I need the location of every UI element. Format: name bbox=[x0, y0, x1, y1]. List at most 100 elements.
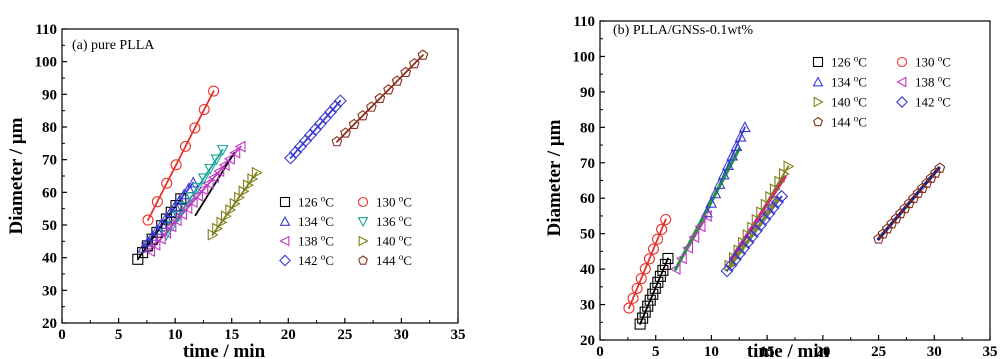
data-point-circle bbox=[635, 273, 647, 285]
data-point-pentagon bbox=[408, 58, 420, 69]
data-point-triangle-left bbox=[149, 239, 161, 251]
data-point-triangle-left bbox=[213, 165, 225, 178]
y-tick-label: 110 bbox=[35, 22, 57, 38]
data-point-diamond bbox=[284, 151, 298, 165]
data-point-circle bbox=[639, 263, 651, 275]
panel-a-x-axis-label: time / min bbox=[183, 341, 266, 359]
y-tick-label: 30 bbox=[42, 283, 57, 299]
data-point-triangle-left bbox=[181, 202, 193, 215]
data-point-triangle-left bbox=[675, 252, 687, 265]
data-point-pentagon bbox=[357, 110, 369, 121]
x-tick-label: 10 bbox=[704, 344, 719, 359]
legend-label: 140 oC bbox=[376, 233, 412, 249]
legend-marker-square bbox=[812, 56, 824, 68]
data-point-pentagon bbox=[881, 223, 893, 234]
data-point-pentagon bbox=[374, 92, 386, 104]
data-point-square bbox=[649, 282, 661, 294]
data-point-square bbox=[657, 264, 669, 276]
data-point-triangle-up bbox=[160, 212, 173, 223]
data-point-triangle-up bbox=[722, 158, 734, 170]
data-point-pentagon bbox=[890, 213, 902, 224]
legend-label: 144 oC bbox=[376, 252, 412, 268]
legend-marker-triangle-left bbox=[896, 76, 907, 88]
data-point-pentagon bbox=[930, 167, 941, 178]
data-point-pentagon bbox=[873, 233, 884, 244]
data-point-triangle-right bbox=[783, 160, 795, 173]
data-point-triangle-up bbox=[730, 140, 743, 152]
data-point-triangle-left bbox=[669, 263, 681, 276]
data-point-circle bbox=[208, 85, 220, 97]
panel-a-y-axis-label: Diameter / μm bbox=[6, 117, 27, 234]
legend-label: 136 oC bbox=[376, 213, 412, 229]
y-tick-label: 90 bbox=[42, 87, 57, 103]
panel-b-data-points bbox=[623, 121, 946, 330]
legend-marker-diamond bbox=[896, 96, 908, 108]
x-tick-label: 30 bbox=[927, 344, 942, 359]
data-point-pentagon bbox=[348, 118, 360, 129]
data-point-diamond bbox=[288, 145, 303, 159]
data-point-triangle-left bbox=[197, 183, 209, 196]
data-point-triangle-left bbox=[700, 210, 712, 222]
legend-marker-triangle-right bbox=[358, 235, 369, 247]
data-point-triangle-down bbox=[179, 201, 191, 213]
data-point-triangle-left bbox=[154, 232, 166, 245]
data-point-square bbox=[659, 258, 671, 270]
data-point-square bbox=[642, 300, 654, 312]
data-point-triangle-up bbox=[155, 217, 168, 229]
fit-line bbox=[639, 257, 669, 325]
data-point-triangle-down bbox=[185, 192, 198, 204]
data-point-pentagon bbox=[417, 49, 429, 60]
legend-label: 144 oC bbox=[831, 114, 867, 130]
x-tick-label: 25 bbox=[337, 327, 352, 343]
panel-a-ticks: 0 5 10 15 20 25 30 35 20 30 40 50 60 70 80 90 100 110 bbox=[35, 22, 466, 343]
x-tick-label: 5 bbox=[115, 327, 123, 343]
x-tick-label: 25 bbox=[871, 344, 886, 359]
data-point-diamond bbox=[323, 105, 337, 119]
data-point-triangle-down bbox=[197, 173, 210, 185]
data-point-diamond bbox=[737, 241, 751, 255]
data-point-diamond bbox=[745, 230, 759, 244]
legend-label: 140 oC bbox=[831, 94, 867, 110]
data-point-square bbox=[637, 312, 649, 324]
x-tick-label: 15 bbox=[760, 344, 775, 359]
y-tick-label: 70 bbox=[42, 153, 57, 169]
data-point-triangle-up bbox=[187, 176, 200, 188]
data-point-triangle-up bbox=[173, 194, 186, 206]
data-point-triangle-left bbox=[234, 140, 246, 153]
data-point-diamond bbox=[720, 264, 734, 278]
legend-label: 134 oC bbox=[298, 213, 334, 229]
data-point-square bbox=[639, 306, 651, 318]
legend-marker-triangle-up bbox=[279, 215, 291, 226]
data-point-triangle-up bbox=[151, 223, 163, 235]
data-point-triangle-up bbox=[169, 200, 182, 212]
legend-label: 126 oC bbox=[831, 54, 867, 70]
data-point-square bbox=[644, 294, 656, 306]
y-tick-label: 80 bbox=[42, 120, 57, 136]
data-point-circle bbox=[656, 223, 668, 235]
data-point-pentagon bbox=[899, 202, 911, 214]
data-point-triangle-left bbox=[170, 214, 182, 227]
y-tick-label: 20 bbox=[580, 333, 595, 349]
data-point-diamond bbox=[318, 111, 332, 125]
y-tick-label: 50 bbox=[580, 227, 595, 243]
data-point-triangle-down bbox=[191, 182, 204, 194]
y-tick-label: 110 bbox=[573, 14, 595, 30]
data-point-pentagon bbox=[365, 101, 377, 112]
panel-a-plot-frame bbox=[61, 28, 459, 324]
data-point-triangle-left bbox=[694, 220, 706, 233]
data-point-triangle-up bbox=[142, 235, 154, 247]
legend-label: 138 oC bbox=[298, 233, 334, 249]
data-point-triangle-up bbox=[705, 196, 718, 208]
data-point-diamond bbox=[313, 117, 327, 131]
data-point-pentagon bbox=[912, 187, 924, 199]
legend-marker-triangle-right bbox=[813, 96, 824, 108]
data-point-circle bbox=[170, 159, 182, 171]
data-point-diamond bbox=[762, 207, 776, 221]
data-point-square bbox=[634, 318, 646, 330]
data-point-triangle-left bbox=[202, 177, 214, 190]
data-point-triangle-up bbox=[709, 187, 722, 199]
data-point-diamond bbox=[749, 224, 763, 238]
data-point-triangle-up bbox=[738, 121, 751, 133]
legend-marker-triangle-down bbox=[357, 217, 369, 228]
